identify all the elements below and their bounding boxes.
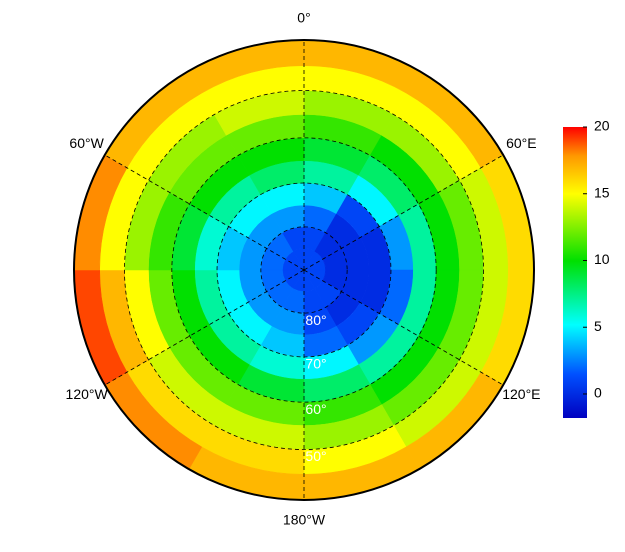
meridian-label: 0° xyxy=(297,10,310,26)
colorbar-tick-label: 0 xyxy=(594,385,602,401)
parallel-line xyxy=(124,90,484,450)
meridian-label: 180°W xyxy=(283,512,326,528)
colorbar-tick-label: 20 xyxy=(594,118,610,134)
colorbar-tick-label: 15 xyxy=(594,184,610,200)
meridian-line xyxy=(104,269,305,386)
meridian-label: 120°W xyxy=(66,386,109,402)
meridian-label: 60°E xyxy=(506,135,537,151)
colorbar-tick-label: 5 xyxy=(594,318,602,334)
colorbar-tick-label: 10 xyxy=(594,251,610,267)
parallel-label: 50° xyxy=(305,448,326,464)
meridian-line xyxy=(104,154,305,271)
meridian-line xyxy=(303,154,504,271)
map-boundary xyxy=(73,39,535,501)
parallel-label: 70° xyxy=(305,356,326,372)
meridian-label: 120°E xyxy=(502,386,540,402)
colorbar xyxy=(563,127,587,418)
parallel-label: 80° xyxy=(305,312,326,328)
meridian-label: 60°W xyxy=(69,135,104,151)
parallel-label: 60° xyxy=(305,401,326,417)
parallel-line xyxy=(171,137,437,403)
meridian-line xyxy=(303,269,504,386)
